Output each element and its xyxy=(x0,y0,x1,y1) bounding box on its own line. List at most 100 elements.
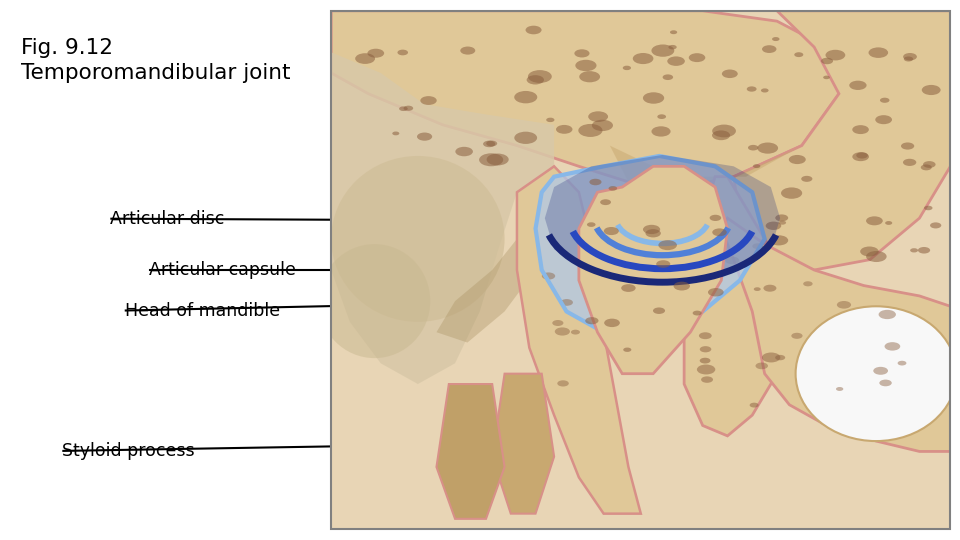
Ellipse shape xyxy=(910,248,918,253)
Ellipse shape xyxy=(662,75,673,80)
Ellipse shape xyxy=(860,246,878,256)
Ellipse shape xyxy=(403,106,413,111)
Ellipse shape xyxy=(750,403,758,408)
Ellipse shape xyxy=(826,50,846,60)
Ellipse shape xyxy=(754,287,760,291)
Ellipse shape xyxy=(331,156,505,322)
Ellipse shape xyxy=(879,380,892,386)
Ellipse shape xyxy=(420,96,437,105)
Ellipse shape xyxy=(901,143,914,150)
Ellipse shape xyxy=(756,362,768,369)
Ellipse shape xyxy=(753,244,763,249)
Ellipse shape xyxy=(850,80,867,90)
Ellipse shape xyxy=(575,60,596,71)
Ellipse shape xyxy=(657,260,670,268)
Ellipse shape xyxy=(866,251,887,262)
Ellipse shape xyxy=(898,361,906,366)
Ellipse shape xyxy=(592,120,613,131)
Ellipse shape xyxy=(355,53,375,64)
Ellipse shape xyxy=(604,227,619,235)
Text: Styloid process: Styloid process xyxy=(62,442,195,460)
Ellipse shape xyxy=(515,91,538,103)
Ellipse shape xyxy=(725,256,739,264)
Ellipse shape xyxy=(527,75,544,84)
Ellipse shape xyxy=(789,155,805,164)
Ellipse shape xyxy=(586,317,598,325)
Ellipse shape xyxy=(528,70,552,83)
Ellipse shape xyxy=(712,131,731,140)
Text: Articular capsule: Articular capsule xyxy=(149,261,296,279)
Ellipse shape xyxy=(924,206,932,210)
Ellipse shape xyxy=(623,348,632,352)
Ellipse shape xyxy=(319,244,430,358)
Ellipse shape xyxy=(578,124,603,137)
Polygon shape xyxy=(492,374,554,514)
Ellipse shape xyxy=(852,125,869,134)
Ellipse shape xyxy=(794,52,804,57)
Ellipse shape xyxy=(588,111,608,122)
Ellipse shape xyxy=(652,44,674,57)
Ellipse shape xyxy=(609,186,617,191)
Ellipse shape xyxy=(653,307,665,314)
Ellipse shape xyxy=(556,125,572,134)
Ellipse shape xyxy=(487,153,509,165)
Circle shape xyxy=(796,306,956,441)
Ellipse shape xyxy=(763,285,777,292)
Ellipse shape xyxy=(561,299,573,306)
Ellipse shape xyxy=(645,229,660,238)
Polygon shape xyxy=(536,156,764,332)
Ellipse shape xyxy=(558,380,569,387)
Ellipse shape xyxy=(866,217,883,225)
Ellipse shape xyxy=(579,71,600,82)
Polygon shape xyxy=(545,155,780,281)
Ellipse shape xyxy=(775,355,785,360)
Ellipse shape xyxy=(589,179,602,185)
Ellipse shape xyxy=(693,310,702,315)
Polygon shape xyxy=(610,146,802,187)
Ellipse shape xyxy=(708,288,724,296)
Ellipse shape xyxy=(804,281,812,286)
Ellipse shape xyxy=(791,333,803,339)
Ellipse shape xyxy=(761,89,769,92)
Ellipse shape xyxy=(600,199,611,205)
Ellipse shape xyxy=(772,37,780,41)
Ellipse shape xyxy=(722,70,738,78)
Ellipse shape xyxy=(753,164,760,168)
Ellipse shape xyxy=(701,376,713,383)
Ellipse shape xyxy=(571,330,580,335)
Ellipse shape xyxy=(762,353,780,362)
Ellipse shape xyxy=(515,132,537,144)
Ellipse shape xyxy=(823,76,829,79)
Ellipse shape xyxy=(762,45,777,53)
Polygon shape xyxy=(579,166,728,374)
Ellipse shape xyxy=(393,132,399,136)
Ellipse shape xyxy=(922,85,941,95)
Ellipse shape xyxy=(555,327,570,335)
Ellipse shape xyxy=(623,66,631,70)
Ellipse shape xyxy=(587,222,595,227)
Ellipse shape xyxy=(541,272,555,280)
Ellipse shape xyxy=(652,126,671,137)
Ellipse shape xyxy=(643,92,664,104)
Ellipse shape xyxy=(878,310,896,319)
Text: Fig. 9.12
Temporomandibular joint: Fig. 9.12 Temporomandibular joint xyxy=(21,38,291,83)
Ellipse shape xyxy=(776,214,788,221)
Ellipse shape xyxy=(821,58,833,64)
Polygon shape xyxy=(437,239,541,342)
Ellipse shape xyxy=(460,46,475,55)
Ellipse shape xyxy=(903,57,913,62)
Ellipse shape xyxy=(837,301,852,309)
Ellipse shape xyxy=(779,221,786,225)
Text: Head of mandible: Head of mandible xyxy=(125,301,280,320)
Ellipse shape xyxy=(697,364,715,374)
Polygon shape xyxy=(684,177,796,436)
Ellipse shape xyxy=(399,106,408,111)
Ellipse shape xyxy=(930,222,942,228)
Ellipse shape xyxy=(836,387,843,391)
Polygon shape xyxy=(733,11,950,270)
Ellipse shape xyxy=(885,221,892,225)
Ellipse shape xyxy=(903,53,917,60)
Ellipse shape xyxy=(880,98,890,103)
Ellipse shape xyxy=(699,332,711,339)
Ellipse shape xyxy=(709,215,721,221)
